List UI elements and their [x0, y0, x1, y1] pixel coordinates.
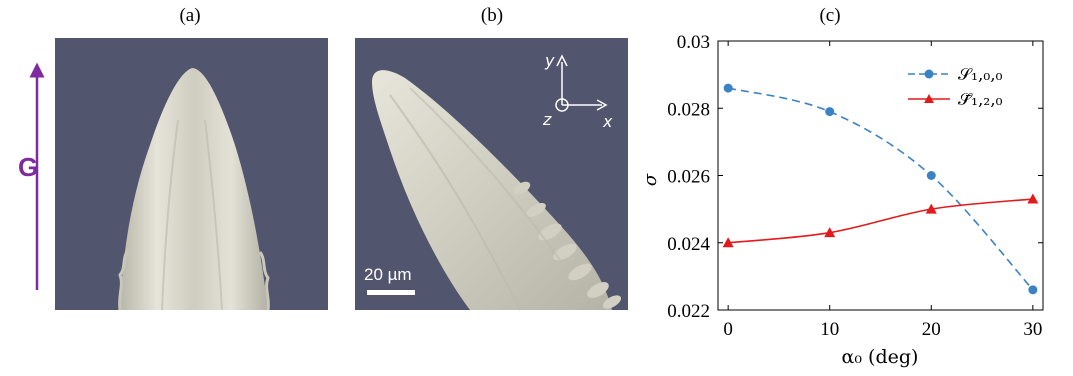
x-tick-label: 10	[820, 319, 839, 340]
y-tick-label: 0.028	[667, 99, 710, 120]
data-point-series-1	[825, 107, 835, 117]
x-tick-label: 30	[1023, 319, 1042, 340]
x-tick-label: 20	[922, 319, 941, 340]
panel-label-a: (a)	[179, 5, 200, 26]
series-line-2	[728, 198, 1033, 244]
y-tick-label: 0.026	[667, 167, 710, 188]
gradient-label: G	[18, 152, 38, 182]
panel-label-b: (b)	[481, 5, 503, 26]
legend: 𝒮₁,₀,₀ 𝒮̄₁,₂,₀	[908, 65, 1003, 110]
data-point-series-1	[723, 83, 733, 93]
scale-bar: 20 µm	[364, 265, 415, 295]
dendrite-tip-a	[120, 68, 268, 310]
triad-z-label: z	[542, 110, 552, 129]
series-line-1	[727, 87, 1034, 291]
triad-x-label: x	[602, 112, 613, 131]
panel-label-c: (c)	[819, 5, 840, 26]
series-group	[722, 83, 1039, 295]
y-axis: 0.022 0.024 0.026 0.028 0.03	[667, 32, 1043, 322]
x-tick-label: 0	[723, 319, 733, 340]
gradient-arrow: G	[18, 62, 45, 290]
data-point-series-2	[1027, 193, 1039, 204]
y-axis-label: σ	[640, 173, 661, 186]
data-point-series-1	[1028, 285, 1038, 295]
legend-label-series-2: 𝒮̄₁,₂,₀	[958, 90, 1003, 110]
data-point-series-1	[926, 171, 936, 180]
scale-bar-label: 20 µm	[364, 265, 412, 284]
legend-label-series-1: 𝒮₁,₀,₀	[958, 65, 1003, 85]
y-tick-label: 0.024	[667, 234, 710, 255]
panel-a-image	[55, 38, 328, 311]
x-axis: 0 10 20 30	[723, 41, 1042, 340]
panel-b-image: y z x 20 µm	[355, 38, 628, 311]
x-axis-label: α₀ (deg)	[842, 346, 919, 368]
y-tick-label: 0.03	[677, 32, 710, 53]
data-point-series-2	[722, 237, 734, 248]
chart-panel-c: 0.022 0.024 0.026 0.028 0.03 0 10 20 30 σ α₀ (d…	[640, 32, 1044, 368]
data-point-series-2	[824, 227, 836, 238]
side-branches	[513, 181, 622, 309]
y-tick-label: 0.022	[667, 301, 710, 322]
triad-y-label: y	[544, 51, 555, 70]
data-point-series-2	[925, 203, 937, 214]
axes-triad: y z x	[542, 51, 613, 131]
